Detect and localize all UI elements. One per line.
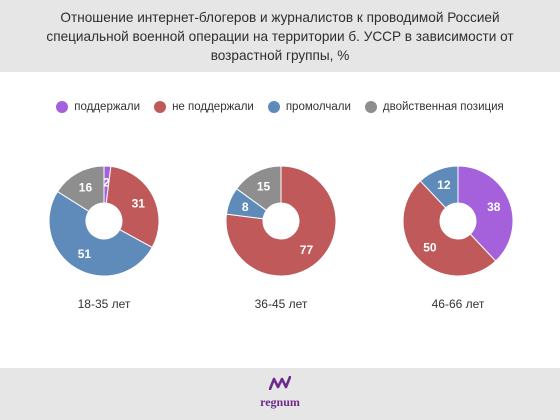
slice-silent	[48, 190, 153, 277]
data-label-supported: 2	[103, 176, 110, 190]
slice-silent	[419, 165, 459, 209]
donut-chart-1: 2 31 51 16 18-35 лет	[48, 165, 160, 311]
slice-not-supported	[105, 165, 160, 249]
data-label-silent: 8	[242, 200, 249, 214]
legend-label-ambivalent: двойственная позиция	[382, 101, 504, 113]
slice-not-supported	[225, 165, 337, 277]
data-label-ambivalent: 15	[257, 180, 271, 194]
chart-title: Отношение интернет-блогеров и журналисто…	[46, 9, 514, 63]
data-label-not-supported: 50	[423, 240, 437, 254]
age-group-label: 18-35 лет	[78, 297, 131, 311]
donut-chart-2: 77 8 15 36-45 лет	[225, 165, 337, 311]
regnum-logo-icon	[268, 375, 292, 391]
slice-not-supported	[402, 180, 497, 277]
legend-item-not-supported: не поддержали	[154, 101, 254, 113]
legend-swatch-silent	[267, 101, 280, 113]
legend-item-supported: поддержали	[56, 101, 140, 113]
legend-swatch-ambivalent	[364, 101, 377, 113]
legend-label-not-supported: не поддержали	[172, 101, 254, 113]
header-band: Отношение интернет-блогеров и журналисто…	[0, 0, 560, 72]
legend-label-silent: промолчали	[285, 101, 351, 113]
donut-chart-3: 38 50 12 46-66 лет	[402, 165, 514, 311]
age-group-label: 36-45 лет	[255, 297, 308, 311]
slice-ambivalent	[56, 165, 105, 213]
legend-label-supported: поддержали	[74, 101, 141, 113]
age-group-label: 46-66 лет	[432, 297, 485, 311]
footer-band: regnum	[0, 368, 560, 420]
slice-ambivalent	[235, 165, 282, 212]
legend-swatch-not-supported	[154, 101, 167, 113]
legend-item-ambivalent: двойственная позиция	[364, 101, 504, 113]
regnum-logo: regnum	[0, 375, 560, 410]
data-label-not-supported: 77	[300, 243, 314, 257]
data-label-silent: 51	[78, 247, 92, 261]
legend-item-silent: промолчали	[267, 101, 351, 113]
data-label-ambivalent: 16	[79, 180, 93, 194]
data-label-silent: 12	[437, 178, 451, 192]
data-label-not-supported: 31	[132, 197, 146, 211]
legend: поддержали не поддержали промолчали двой…	[0, 96, 560, 118]
donut-charts: 2 31 51 16 18-35 лет 77 8 15 36-45 лет 38 50 12 46-6…	[48, 165, 514, 311]
legend-swatch-supported	[56, 101, 69, 113]
logo-text: regnum	[260, 395, 300, 409]
slice-supported	[457, 165, 514, 262]
data-label-supported: 38	[487, 200, 501, 214]
